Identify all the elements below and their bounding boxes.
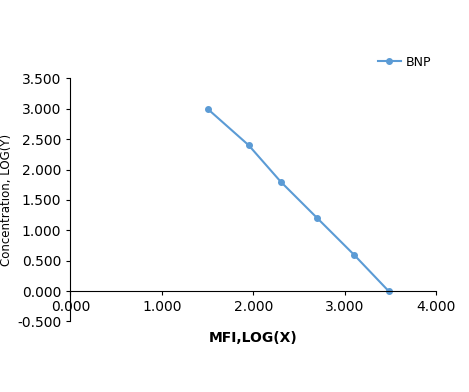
BNP <box>278 180 283 184</box>
Y-axis label: Concentration, LOG(Y): Concentration, LOG(Y) <box>0 134 13 266</box>
BNP <box>386 289 392 293</box>
BNP <box>246 143 251 148</box>
Line: BNP: BNP <box>205 106 392 294</box>
Legend: BNP: BNP <box>373 51 436 74</box>
BNP <box>204 106 210 111</box>
BNP <box>351 252 356 257</box>
X-axis label: MFI,LOG(X): MFI,LOG(X) <box>209 331 298 345</box>
BNP <box>314 216 320 220</box>
